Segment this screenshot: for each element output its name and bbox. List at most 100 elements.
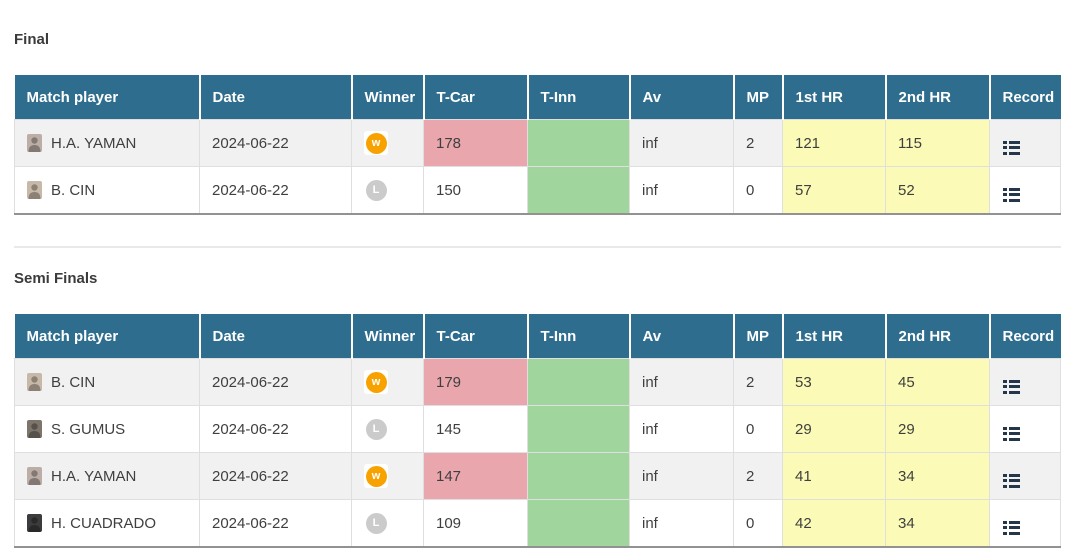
mp-cell: 2	[733, 119, 783, 167]
hr1-cell: 121	[782, 119, 886, 167]
final-table: Match player Date Winner T-Car T-Inn Av …	[14, 75, 1061, 215]
col-header-2nd-hr: 2nd HR	[885, 75, 991, 120]
player-name[interactable]: H.A. YAMAN	[51, 134, 137, 152]
table-row: S. GUMUS 2024-06-22 L 145 inf 0 29 29	[14, 405, 1061, 453]
mp-cell: 0	[733, 166, 783, 215]
record-button[interactable]	[1002, 473, 1021, 489]
player-name[interactable]: H. CUADRADO	[51, 514, 157, 532]
player-name[interactable]: B. CIN	[51, 373, 96, 391]
winner-badge: L	[365, 179, 387, 201]
semi-finals-table-header: Match player Date Winner T-Car T-Inn Av …	[14, 314, 1061, 359]
winner-badge-frame: w	[364, 131, 388, 155]
t-car-cell: 147	[423, 452, 528, 500]
record-list-icon	[1003, 520, 1020, 535]
record-button[interactable]	[1002, 140, 1021, 156]
hr2-cell: 29	[885, 405, 990, 453]
winner-badge-frame: L	[364, 511, 388, 535]
record-list-icon	[1003, 426, 1020, 441]
winner-badge-frame: L	[364, 417, 388, 441]
player-avatar	[27, 420, 42, 438]
record-cell	[989, 452, 1061, 500]
record-button[interactable]	[1002, 426, 1021, 442]
semi-finals-table: Match player Date Winner T-Car T-Inn Av …	[14, 314, 1061, 548]
col-header-t-car: T-Car	[423, 75, 529, 120]
date-cell: 2024-06-22	[199, 452, 352, 500]
hr1-cell: 57	[782, 166, 886, 215]
player-name[interactable]: H.A. YAMAN	[51, 467, 137, 485]
player-cell: S. GUMUS	[14, 405, 200, 453]
table-row: B. CIN 2024-06-22 L 150 inf 0 57 52	[14, 166, 1061, 215]
av-cell: inf	[629, 358, 734, 406]
hr2-cell: 34	[885, 452, 990, 500]
tournament-results-page: Final Match player Date Winner T-Car T-I…	[14, 0, 1061, 548]
winner-badge: L	[365, 512, 387, 534]
date-cell: 2024-06-22	[199, 358, 352, 406]
date-cell: 2024-06-22	[199, 405, 352, 453]
date-cell: 2024-06-22	[199, 499, 352, 548]
table-row: H. CUADRADO 2024-06-22 L 109 inf 0 42 34	[14, 499, 1061, 548]
col-header-date: Date	[199, 314, 353, 359]
av-cell: inf	[629, 405, 734, 453]
player-cell: H. CUADRADO	[14, 499, 200, 548]
col-header-match-player: Match player	[14, 314, 201, 359]
winner-cell: L	[351, 499, 424, 548]
player-name[interactable]: B. CIN	[51, 181, 96, 199]
col-header-mp: MP	[733, 314, 784, 359]
t-inn-cell	[527, 499, 630, 548]
player-avatar	[27, 373, 42, 391]
person-icon	[28, 423, 41, 438]
t-car-cell: 178	[423, 119, 528, 167]
record-list-icon	[1003, 140, 1020, 155]
hr1-cell: 29	[782, 405, 886, 453]
section-divider	[14, 246, 1061, 248]
hr1-cell: 42	[782, 499, 886, 548]
col-header-2nd-hr: 2nd HR	[885, 314, 991, 359]
section-title-semi-finals: Semi Finals	[14, 270, 98, 287]
winner-cell: w	[351, 119, 424, 167]
record-cell	[989, 358, 1061, 406]
winner-cell: L	[351, 405, 424, 453]
col-header-date: Date	[199, 75, 353, 120]
player-cell: B. CIN	[14, 166, 200, 215]
mp-cell: 2	[733, 452, 783, 500]
winner-badge: w	[365, 371, 387, 393]
hr2-cell: 34	[885, 499, 990, 548]
record-button[interactable]	[1002, 187, 1021, 203]
player-name[interactable]: S. GUMUS	[51, 420, 126, 438]
col-header-record: Record	[989, 75, 1061, 120]
col-header-match-player: Match player	[14, 75, 201, 120]
winner-badge-frame: w	[364, 464, 388, 488]
av-cell: inf	[629, 119, 734, 167]
person-icon	[28, 470, 41, 485]
player-avatar	[27, 467, 42, 485]
table-row: H.A. YAMAN 2024-06-22 w 147 inf 2 41 34	[14, 452, 1061, 500]
record-cell	[989, 119, 1061, 167]
person-icon	[28, 137, 41, 152]
record-cell	[989, 499, 1061, 548]
record-cell	[989, 405, 1061, 453]
winner-badge-frame: w	[364, 370, 388, 394]
t-inn-cell	[527, 452, 630, 500]
date-cell: 2024-06-22	[199, 166, 352, 215]
record-list-icon	[1003, 187, 1020, 202]
winner-badge-frame: L	[364, 178, 388, 202]
player-avatar	[27, 134, 42, 152]
player-avatar	[27, 181, 42, 199]
col-header-1st-hr: 1st HR	[782, 75, 887, 120]
mp-cell: 0	[733, 405, 783, 453]
mp-cell: 0	[733, 499, 783, 548]
record-button[interactable]	[1002, 379, 1021, 395]
t-car-cell: 179	[423, 358, 528, 406]
record-list-icon	[1003, 379, 1020, 394]
t-car-cell: 145	[423, 405, 528, 453]
t-inn-cell	[527, 166, 630, 215]
hr1-cell: 53	[782, 358, 886, 406]
winner-cell: L	[351, 166, 424, 215]
record-button[interactable]	[1002, 520, 1021, 536]
col-header-winner: Winner	[351, 314, 425, 359]
col-header-av: Av	[629, 75, 735, 120]
record-list-icon	[1003, 473, 1020, 488]
t-car-cell: 150	[423, 166, 528, 215]
t-inn-cell	[527, 405, 630, 453]
hr1-cell: 41	[782, 452, 886, 500]
